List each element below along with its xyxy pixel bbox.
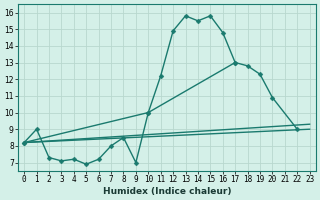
X-axis label: Humidex (Indice chaleur): Humidex (Indice chaleur) [103,187,231,196]
